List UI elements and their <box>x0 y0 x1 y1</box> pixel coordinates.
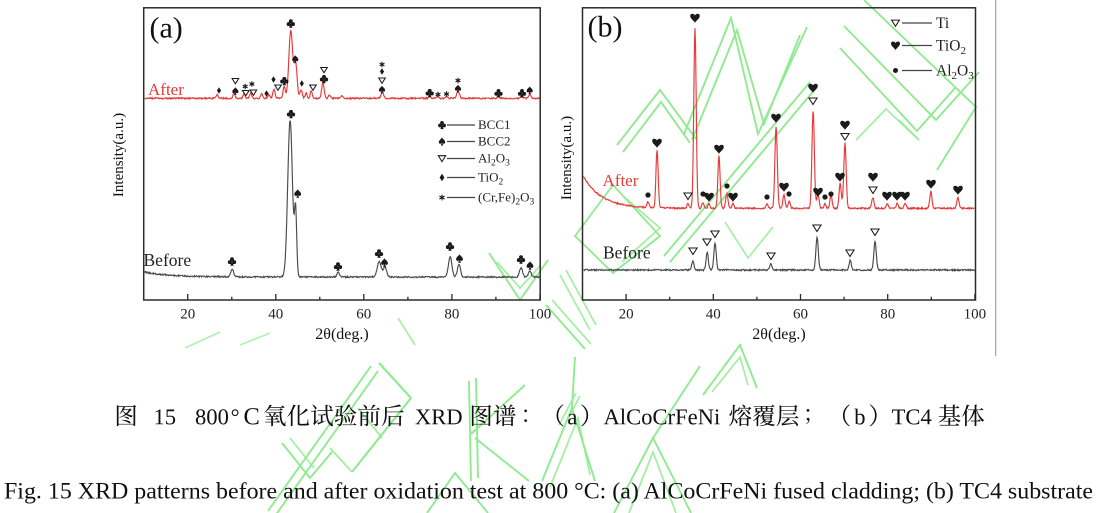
svg-text:Al2O3: Al2O3 <box>478 151 510 169</box>
svg-text:20: 20 <box>180 307 195 323</box>
svg-text:80: 80 <box>880 307 895 323</box>
svg-text:Fig. 15 XRD patterns before an: Fig. 15 XRD patterns before and after ox… <box>4 479 1093 504</box>
svg-text:40: 40 <box>268 307 283 323</box>
svg-text:BCC2: BCC2 <box>478 134 511 149</box>
svg-text:After: After <box>603 171 639 190</box>
svg-text:100: 100 <box>964 307 987 323</box>
svg-text:Before: Before <box>144 250 192 270</box>
svg-text:TiO2: TiO2 <box>936 38 966 58</box>
svg-text:2θ(deg.): 2θ(deg.) <box>752 326 805 343</box>
svg-text:100: 100 <box>529 307 552 323</box>
svg-text:(b): (b) <box>588 11 623 44</box>
svg-text:BCC1: BCC1 <box>478 117 511 132</box>
svg-text:60: 60 <box>793 307 808 323</box>
svg-text:80: 80 <box>444 307 459 323</box>
svg-text:60: 60 <box>356 307 371 323</box>
svg-text:Ti: Ti <box>936 15 950 32</box>
svg-text:40: 40 <box>706 307 721 323</box>
svg-text:20: 20 <box>619 307 634 323</box>
svg-text:(Cr,Fe)2O3: (Cr,Fe)2O3 <box>478 190 535 208</box>
svg-text:2θ(deg.): 2θ(deg.) <box>315 326 368 343</box>
svg-text:Intensity(a.u.): Intensity(a.u.) <box>111 113 127 197</box>
svg-text:Al2O3: Al2O3 <box>936 63 974 83</box>
svg-text:Before: Before <box>603 243 651 263</box>
svg-text:Intensity(a.u.): Intensity(a.u.) <box>559 116 575 200</box>
svg-text:(a): (a) <box>150 12 183 45</box>
svg-text:After: After <box>148 80 184 99</box>
svg-text:TiO2: TiO2 <box>478 170 503 188</box>
